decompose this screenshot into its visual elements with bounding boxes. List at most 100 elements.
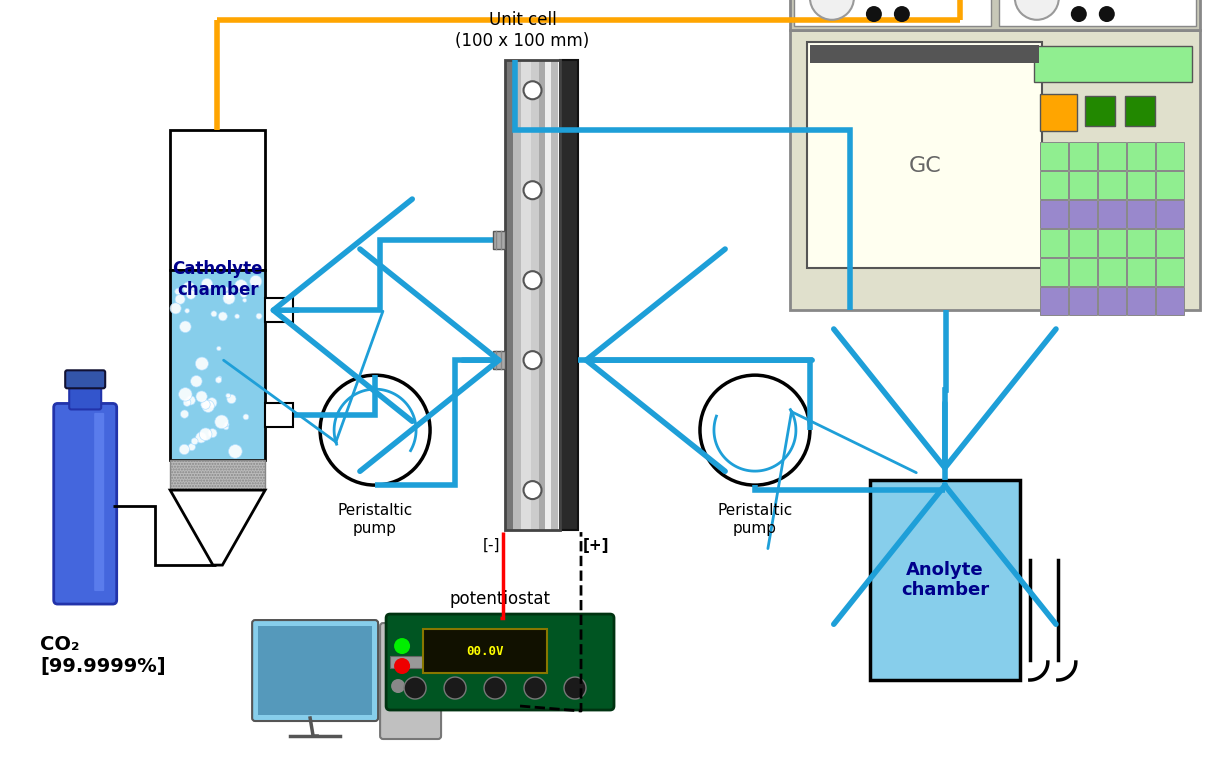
Circle shape: [201, 400, 210, 409]
FancyBboxPatch shape: [1069, 230, 1097, 257]
Circle shape: [524, 481, 541, 499]
Circle shape: [191, 438, 198, 444]
FancyBboxPatch shape: [390, 656, 430, 668]
Text: Catholyte
chamber: Catholyte chamber: [173, 260, 263, 299]
FancyBboxPatch shape: [794, 0, 991, 26]
Circle shape: [524, 181, 541, 199]
FancyBboxPatch shape: [1127, 287, 1155, 315]
Circle shape: [196, 432, 207, 443]
Circle shape: [207, 398, 216, 408]
Circle shape: [392, 679, 405, 693]
FancyBboxPatch shape: [1155, 171, 1183, 199]
Text: potentiostat: potentiostat: [450, 590, 551, 608]
FancyBboxPatch shape: [790, 0, 1200, 31]
FancyBboxPatch shape: [869, 480, 1020, 680]
FancyBboxPatch shape: [1069, 171, 1097, 199]
FancyBboxPatch shape: [1069, 142, 1097, 171]
FancyBboxPatch shape: [1098, 142, 1126, 171]
FancyBboxPatch shape: [170, 270, 265, 460]
Circle shape: [215, 377, 221, 383]
Circle shape: [184, 399, 191, 406]
FancyBboxPatch shape: [1040, 171, 1068, 199]
FancyBboxPatch shape: [1155, 259, 1183, 286]
Circle shape: [225, 422, 229, 427]
Circle shape: [186, 396, 196, 405]
Circle shape: [249, 275, 261, 288]
Circle shape: [524, 351, 541, 369]
FancyBboxPatch shape: [94, 413, 105, 591]
Circle shape: [191, 376, 202, 387]
Circle shape: [170, 303, 181, 314]
FancyBboxPatch shape: [810, 45, 1040, 63]
FancyBboxPatch shape: [1040, 200, 1068, 228]
Circle shape: [810, 0, 854, 20]
FancyBboxPatch shape: [69, 377, 101, 409]
Circle shape: [227, 395, 236, 404]
Circle shape: [241, 290, 247, 298]
Circle shape: [524, 677, 546, 699]
FancyBboxPatch shape: [492, 351, 505, 369]
Circle shape: [394, 638, 410, 654]
Polygon shape: [170, 490, 265, 565]
Circle shape: [224, 425, 229, 430]
Circle shape: [229, 444, 242, 458]
FancyBboxPatch shape: [1040, 142, 1068, 171]
Circle shape: [185, 308, 190, 313]
Circle shape: [1071, 6, 1087, 22]
Circle shape: [484, 677, 506, 699]
Text: GC: GC: [908, 156, 941, 176]
Circle shape: [1099, 6, 1115, 22]
FancyBboxPatch shape: [1125, 96, 1155, 126]
Text: Unit cell
(100 x 100 mm): Unit cell (100 x 100 mm): [456, 11, 590, 50]
FancyBboxPatch shape: [1127, 230, 1155, 257]
FancyBboxPatch shape: [790, 31, 1200, 310]
FancyBboxPatch shape: [1040, 230, 1068, 257]
FancyBboxPatch shape: [1040, 287, 1068, 315]
Circle shape: [1015, 0, 1059, 20]
Circle shape: [219, 312, 227, 321]
Circle shape: [225, 291, 233, 300]
FancyBboxPatch shape: [1069, 287, 1097, 315]
Circle shape: [700, 375, 810, 485]
FancyBboxPatch shape: [1098, 171, 1126, 199]
Circle shape: [215, 415, 229, 428]
Circle shape: [226, 393, 231, 398]
FancyBboxPatch shape: [423, 629, 547, 673]
FancyBboxPatch shape: [1040, 94, 1077, 132]
Text: Anolyte
chamber: Anolyte chamber: [901, 561, 989, 600]
FancyBboxPatch shape: [1098, 230, 1126, 257]
Circle shape: [180, 321, 191, 333]
Text: Peristaltic
pump: Peristaltic pump: [338, 503, 412, 536]
FancyBboxPatch shape: [1127, 171, 1155, 199]
FancyBboxPatch shape: [252, 620, 378, 721]
FancyBboxPatch shape: [520, 60, 531, 530]
FancyBboxPatch shape: [539, 60, 545, 530]
Text: [+]: [+]: [582, 538, 609, 553]
Circle shape: [320, 375, 430, 485]
FancyBboxPatch shape: [1040, 259, 1068, 286]
FancyBboxPatch shape: [1155, 230, 1183, 257]
Circle shape: [524, 81, 541, 99]
FancyBboxPatch shape: [170, 130, 265, 270]
Circle shape: [524, 272, 541, 289]
Circle shape: [235, 279, 248, 292]
Circle shape: [208, 428, 216, 438]
Circle shape: [235, 314, 240, 319]
Circle shape: [188, 444, 196, 451]
Circle shape: [202, 400, 214, 412]
FancyBboxPatch shape: [998, 0, 1195, 26]
Circle shape: [180, 410, 188, 418]
Text: 00.0V: 00.0V: [466, 645, 503, 658]
FancyBboxPatch shape: [170, 460, 265, 490]
Circle shape: [224, 287, 229, 291]
Circle shape: [404, 677, 426, 699]
Circle shape: [866, 6, 882, 22]
FancyBboxPatch shape: [1155, 287, 1183, 315]
FancyBboxPatch shape: [1085, 96, 1115, 126]
FancyBboxPatch shape: [258, 626, 372, 715]
Circle shape: [196, 357, 208, 370]
Text: Peristaltic
pump: Peristaltic pump: [717, 503, 793, 536]
FancyBboxPatch shape: [492, 231, 505, 249]
FancyBboxPatch shape: [66, 370, 106, 389]
Circle shape: [182, 282, 195, 294]
